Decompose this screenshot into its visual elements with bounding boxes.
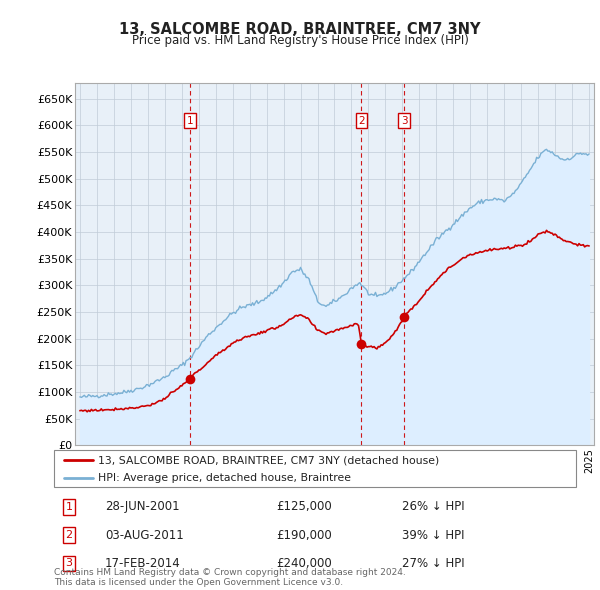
Text: HPI: Average price, detached house, Braintree: HPI: Average price, detached house, Brai… bbox=[98, 473, 352, 483]
Text: 2: 2 bbox=[358, 116, 365, 126]
Text: £125,000: £125,000 bbox=[276, 500, 332, 513]
Text: 27% ↓ HPI: 27% ↓ HPI bbox=[402, 557, 464, 570]
Text: Price paid vs. HM Land Registry's House Price Index (HPI): Price paid vs. HM Land Registry's House … bbox=[131, 34, 469, 47]
Text: 39% ↓ HPI: 39% ↓ HPI bbox=[402, 529, 464, 542]
Text: £190,000: £190,000 bbox=[276, 529, 332, 542]
Text: 1: 1 bbox=[187, 116, 193, 126]
Text: 2: 2 bbox=[65, 530, 73, 540]
Text: 28-JUN-2001: 28-JUN-2001 bbox=[105, 500, 179, 513]
Text: 13, SALCOMBE ROAD, BRAINTREE, CM7 3NY: 13, SALCOMBE ROAD, BRAINTREE, CM7 3NY bbox=[119, 22, 481, 37]
Text: 13, SALCOMBE ROAD, BRAINTREE, CM7 3NY (detached house): 13, SALCOMBE ROAD, BRAINTREE, CM7 3NY (d… bbox=[98, 455, 440, 466]
Text: 1: 1 bbox=[65, 502, 73, 512]
Text: 26% ↓ HPI: 26% ↓ HPI bbox=[402, 500, 464, 513]
Text: £240,000: £240,000 bbox=[276, 557, 332, 570]
Text: 3: 3 bbox=[65, 559, 73, 568]
Text: 17-FEB-2014: 17-FEB-2014 bbox=[105, 557, 181, 570]
Text: 3: 3 bbox=[401, 116, 407, 126]
Text: Contains HM Land Registry data © Crown copyright and database right 2024.
This d: Contains HM Land Registry data © Crown c… bbox=[54, 568, 406, 587]
Text: 03-AUG-2011: 03-AUG-2011 bbox=[105, 529, 184, 542]
